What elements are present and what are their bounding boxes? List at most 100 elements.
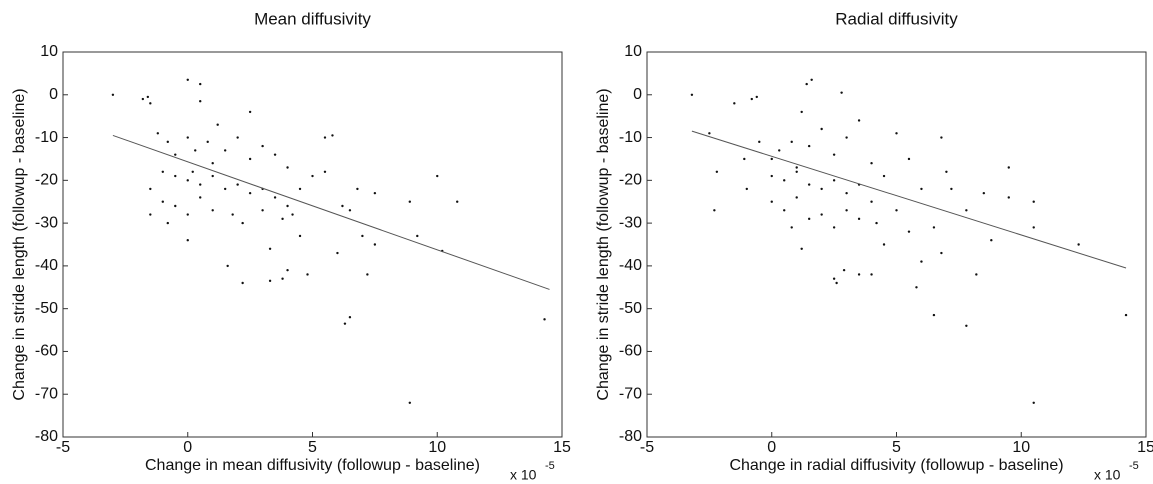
point — [416, 234, 419, 238]
point — [870, 273, 873, 276]
point — [770, 200, 773, 203]
point — [343, 322, 347, 325]
point — [236, 183, 239, 186]
x-multiplier-exponent: -5 — [1129, 460, 1139, 472]
point — [543, 318, 546, 321]
point — [1032, 226, 1035, 229]
point — [790, 140, 793, 144]
point — [950, 187, 953, 191]
point — [835, 281, 838, 285]
y-tick-label: -70 — [35, 385, 58, 402]
point — [750, 97, 753, 101]
point — [870, 162, 873, 165]
x-tick-label: 10 — [428, 439, 446, 456]
point — [273, 196, 277, 199]
point — [882, 174, 886, 178]
point — [842, 268, 846, 272]
y-tick-label: 0 — [49, 86, 58, 103]
fit-line — [112, 134, 550, 290]
point — [356, 187, 359, 191]
point — [857, 119, 861, 122]
point — [174, 204, 177, 208]
point — [261, 209, 264, 212]
point — [745, 187, 748, 191]
y-tick-label: 0 — [633, 86, 642, 103]
x-tick-label: 10 — [1012, 439, 1030, 456]
point — [341, 204, 344, 208]
point — [965, 209, 968, 212]
point — [149, 102, 152, 105]
point — [161, 200, 164, 203]
point — [248, 157, 252, 161]
point — [783, 209, 786, 212]
point — [965, 324, 968, 327]
point — [805, 82, 808, 86]
point — [231, 213, 234, 216]
point — [436, 174, 439, 178]
point — [895, 209, 898, 212]
point — [226, 264, 229, 268]
point — [915, 286, 918, 289]
point — [273, 153, 277, 156]
x-multiplier: x 10 — [1094, 467, 1121, 483]
point — [336, 251, 339, 255]
y-tick-label: -10 — [619, 129, 642, 146]
point — [161, 170, 164, 173]
point — [932, 313, 936, 317]
y-tick-label: 10 — [40, 43, 58, 60]
point — [306, 273, 309, 276]
point — [800, 110, 803, 114]
point — [156, 132, 160, 135]
point — [199, 82, 202, 86]
point — [1077, 243, 1080, 246]
point — [895, 132, 898, 135]
point — [783, 179, 786, 182]
point — [820, 213, 823, 216]
point — [795, 196, 798, 199]
point — [186, 136, 189, 139]
y-tick-label: -70 — [619, 385, 642, 402]
point — [298, 234, 302, 238]
point — [1007, 166, 1010, 169]
point — [807, 217, 811, 221]
point — [348, 316, 352, 319]
point — [199, 183, 202, 186]
point — [882, 243, 886, 246]
point — [845, 209, 848, 212]
point — [166, 221, 169, 225]
x-tick-label: 15 — [1137, 439, 1153, 456]
point — [216, 123, 219, 126]
point — [940, 251, 943, 255]
point — [708, 132, 711, 135]
point — [186, 213, 189, 216]
x-tick-label: 5 — [892, 439, 901, 456]
point — [755, 95, 758, 99]
point — [248, 191, 252, 195]
point — [790, 226, 793, 229]
x-tick-label: 0 — [767, 439, 776, 456]
point — [348, 209, 352, 212]
x-axis-label: Change in mean diffusivity (followup - b… — [145, 457, 480, 474]
point — [199, 99, 202, 103]
point — [111, 93, 115, 96]
y-axis-label: Change in stride length (followup - base… — [11, 88, 28, 400]
point — [932, 226, 936, 229]
point — [820, 187, 823, 191]
x-tick-label: 0 — [183, 439, 192, 456]
y-tick-label: -30 — [619, 214, 642, 231]
point — [141, 97, 145, 101]
point — [743, 157, 746, 161]
point — [248, 110, 252, 114]
y-tick-label: -50 — [619, 300, 642, 317]
fit-line — [691, 130, 1127, 269]
point — [795, 166, 798, 169]
y-tick-label: -30 — [35, 214, 58, 231]
point — [810, 78, 813, 82]
y-tick-label: -60 — [35, 343, 58, 360]
point — [845, 191, 848, 195]
point — [990, 239, 993, 242]
point — [770, 157, 773, 161]
point — [286, 204, 289, 208]
plot-frame — [62, 51, 563, 438]
point — [1124, 313, 1128, 317]
